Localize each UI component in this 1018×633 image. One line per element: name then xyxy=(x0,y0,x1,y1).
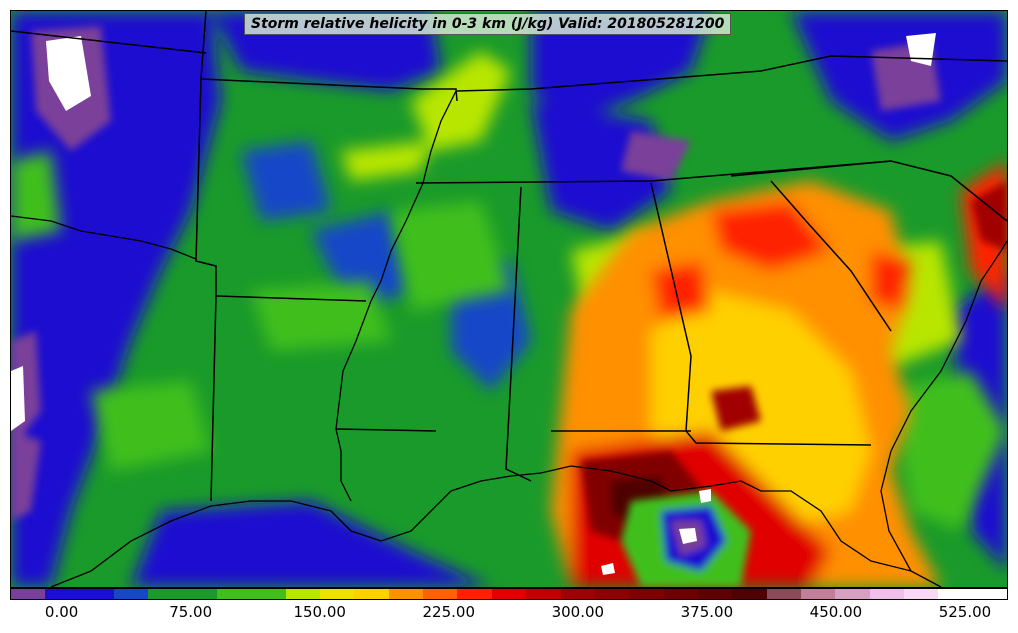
colorbar-ticks: 0.00 75.00 150.00 225.00 300.00 375.00 450.00 5… xyxy=(10,603,1008,625)
colorbar-segment xyxy=(491,589,527,599)
colorbar-tick-label: 525.00 xyxy=(938,603,992,621)
colorbar-segment xyxy=(972,589,1007,599)
colorbar-tick-label: 450.00 xyxy=(809,603,863,621)
colorbar-tick-label: 0.00 xyxy=(44,603,79,621)
helicity-map xyxy=(11,11,1007,587)
colorbar-tick-label: 75.00 xyxy=(169,603,213,621)
state-borders xyxy=(11,11,1007,502)
colorbar-segment xyxy=(629,589,664,599)
colorbar-segment xyxy=(903,589,939,599)
colorbar-segment xyxy=(594,589,630,599)
colorbar-segment xyxy=(148,589,183,599)
colorbar-segment xyxy=(766,589,801,599)
colorbar-segment xyxy=(388,589,424,599)
colorbar-segment xyxy=(560,589,595,599)
colorbar-segment xyxy=(79,589,115,599)
colorbar-segment xyxy=(45,589,80,599)
colorbar-segment xyxy=(11,589,46,599)
colorbar-tick-label: 300.00 xyxy=(551,603,605,621)
colorbar-segment xyxy=(217,589,252,599)
colorbar-segment xyxy=(320,589,355,599)
colorbar-segment xyxy=(526,589,561,599)
colorbar-tick-label: 150.00 xyxy=(293,603,346,621)
helicity-field-gulf-white xyxy=(601,489,711,575)
colorbar-segment xyxy=(114,589,149,599)
colorbar-segment xyxy=(663,589,698,599)
colorbar-segment xyxy=(354,589,389,599)
colorbar-segment xyxy=(938,589,973,599)
colorbar-segment xyxy=(800,589,836,599)
colorbar xyxy=(10,588,1008,600)
mississippi-river xyxy=(335,90,457,502)
colorbar-segment xyxy=(732,589,767,599)
map-title: Storm relative helicity in 0-3 km (J/kg)… xyxy=(244,13,732,35)
colorbar-segment xyxy=(835,589,870,599)
colorbar-tick-label: 225.00 xyxy=(422,603,476,621)
colorbar-segment xyxy=(697,589,733,599)
colorbar-segment xyxy=(423,589,458,599)
colorbar-segment xyxy=(285,589,321,599)
colorbar-tick-label: 375.00 xyxy=(680,603,734,621)
colorbar-segment xyxy=(251,589,286,599)
map-panel xyxy=(10,10,1008,588)
coastline xyxy=(11,215,1007,587)
colorbar-segment xyxy=(869,589,904,599)
colorbar-segment xyxy=(182,589,218,599)
colorbar-segment xyxy=(457,589,492,599)
